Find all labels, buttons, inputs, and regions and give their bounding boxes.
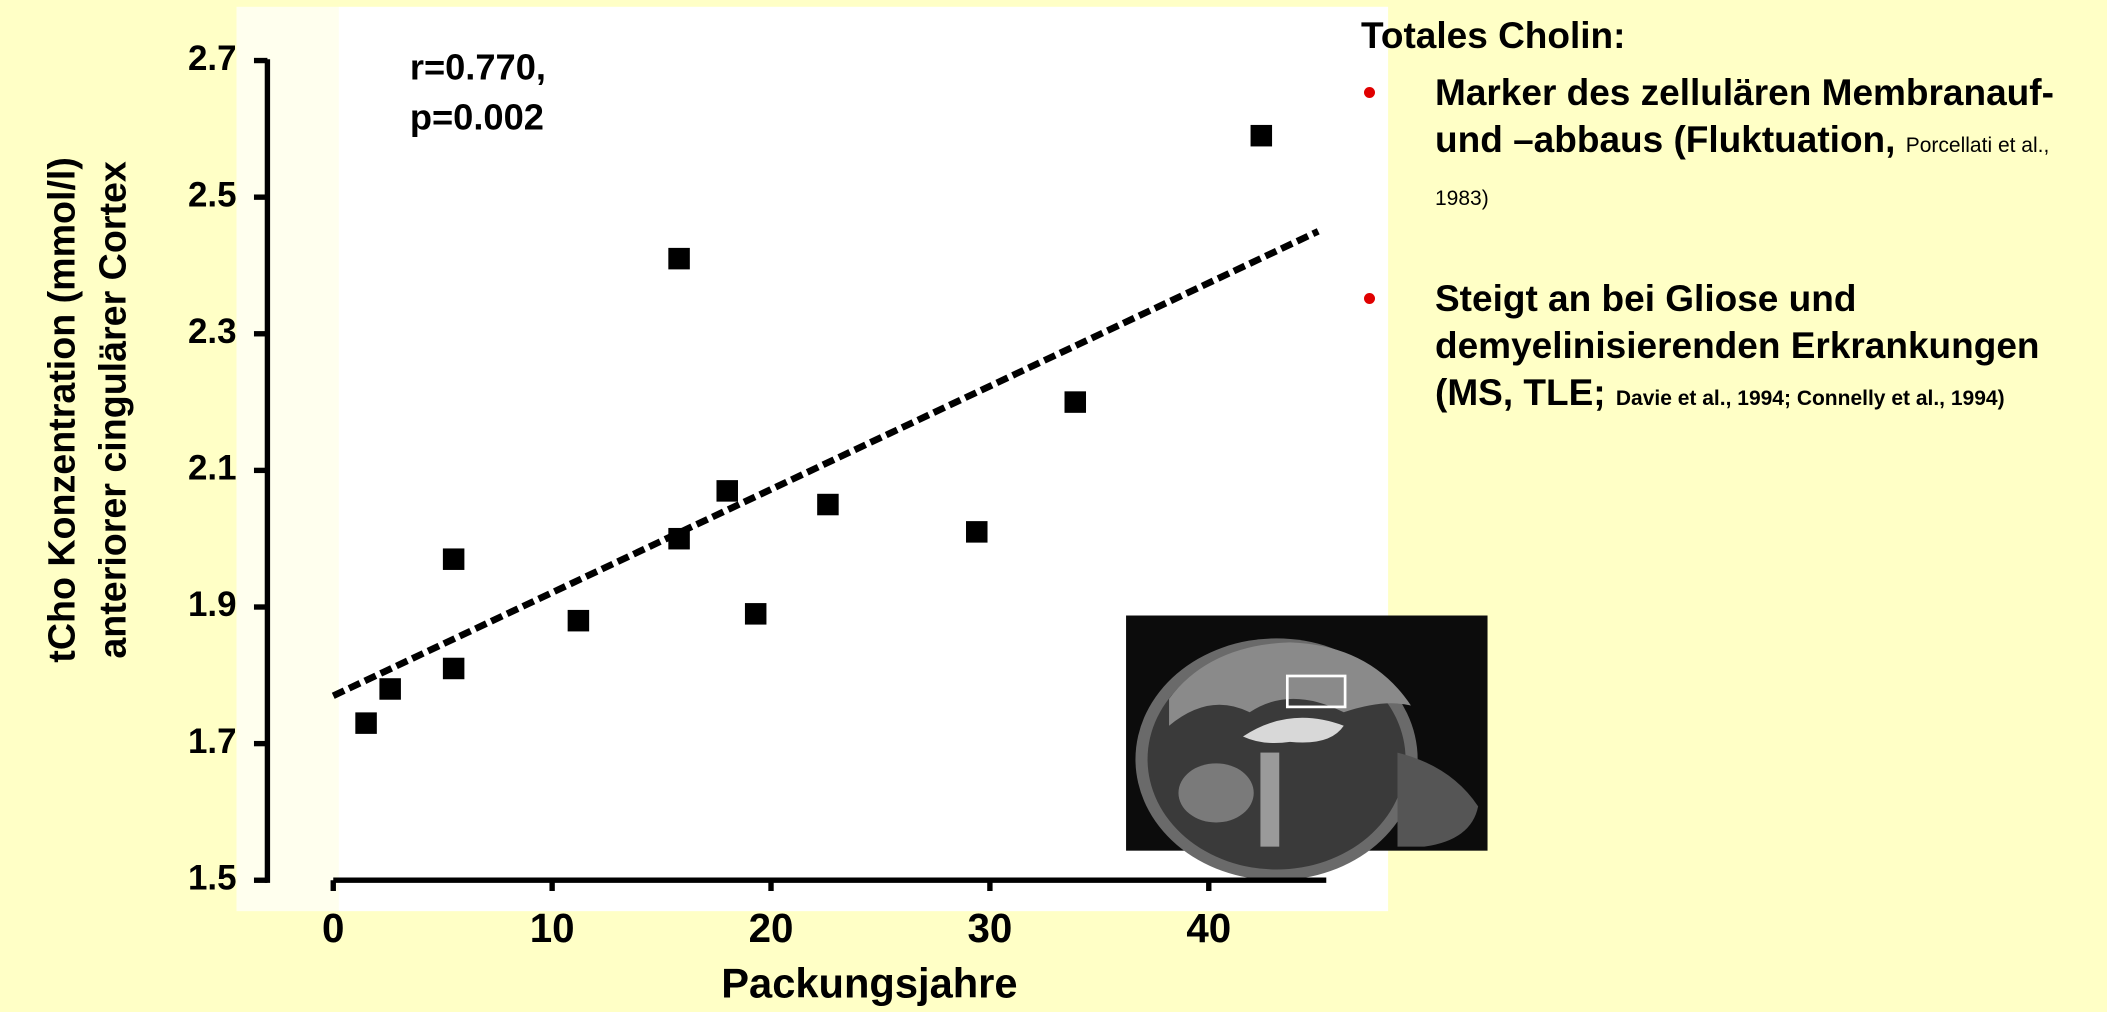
data-point — [668, 247, 690, 270]
data-point — [567, 609, 590, 632]
bullet-item: Marker des zellulären Membranauf- und –a… — [1361, 69, 2101, 222]
data-point — [1250, 124, 1273, 147]
data-point — [355, 712, 377, 734]
y-axis-title: tCho Konzentration (mmol/l) — [40, 157, 82, 663]
notes-panel: Totales Cholin: Marker des zellulären Me… — [1361, 12, 2101, 469]
y-tick-label: 2.1 — [188, 449, 237, 488]
data-point — [379, 678, 401, 700]
y-tick-label: 1.9 — [188, 585, 237, 624]
data-point — [817, 493, 839, 516]
bullet-text: Steigt an bei Gliose und demyelinisieren… — [1435, 278, 2040, 413]
data-point — [744, 603, 767, 625]
data-point — [442, 548, 465, 570]
y-tick-label: 2.5 — [188, 175, 237, 214]
x-tick-label: 0 — [322, 906, 344, 951]
data-point — [716, 480, 738, 502]
annotation: r=0.770, — [410, 47, 546, 88]
y-tick-label: 1.7 — [188, 722, 237, 761]
bullet-ref: Davie et al., 1994; Connelly et al., 199… — [1615, 387, 2005, 410]
bullet-dot — [1364, 293, 1375, 304]
annotation: p=0.002 — [410, 96, 544, 137]
y-axis-title: anteriorer cingulärer Cortex — [92, 161, 134, 659]
bullet-item: Steigt an bei Gliose und demyelinisieren… — [1361, 275, 2101, 416]
x-tick-label: 30 — [967, 906, 1012, 951]
trend-line — [331, 228, 1320, 699]
y-tick-label: 1.5 — [188, 858, 237, 897]
bullet-dot — [1364, 87, 1375, 98]
mri-image — [1126, 615, 1488, 881]
bullet-ref: Porcellati et al., 1983) — [1435, 134, 2050, 210]
notes-heading: Totales Cholin: — [1361, 15, 1626, 56]
data-point — [966, 521, 988, 543]
x-axis-title: Packungsjahre — [721, 959, 1017, 1006]
data-point — [668, 527, 690, 550]
x-tick-label: 10 — [530, 906, 575, 951]
x-tick-label: 20 — [749, 906, 794, 951]
y-tick-label: 2.7 — [188, 39, 237, 78]
x-tick-label: 40 — [1186, 906, 1231, 951]
data-point — [1064, 391, 1087, 413]
data-point — [442, 657, 465, 680]
plot-margin — [236, 6, 339, 912]
bullet-text: Marker des zellulären Membranauf- und –a… — [1435, 72, 2054, 160]
y-tick-label: 2.3 — [188, 312, 237, 351]
